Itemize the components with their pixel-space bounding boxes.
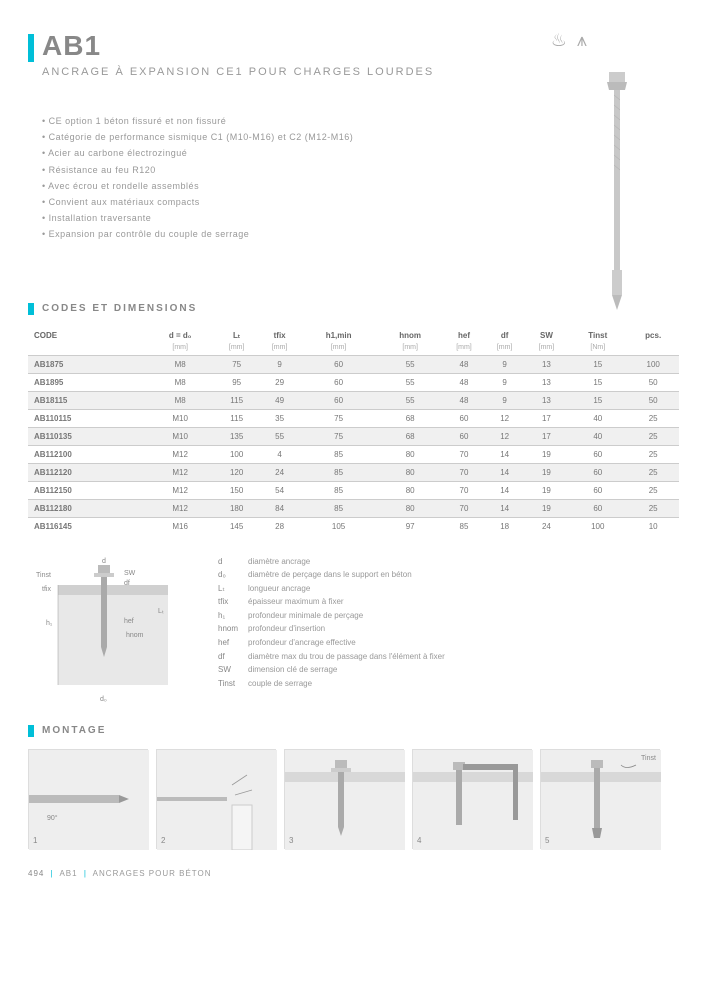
col-header: hnom — [377, 327, 443, 344]
svg-text:h₁: h₁ — [46, 620, 53, 627]
legend-row: hefprofondeur d'ancrage effective — [218, 636, 445, 650]
product-image — [597, 70, 637, 330]
svg-text:hnom: hnom — [126, 632, 144, 639]
dimension-diagram: d Tinst tfix h₁ SW df hef hnom Lₜ d₀ — [28, 555, 188, 705]
col-header: Lₜ — [214, 327, 259, 344]
svg-text:d₀: d₀ — [100, 696, 107, 703]
legend-row: d₀diamètre de perçage dans le support en… — [218, 568, 445, 582]
table-row: AB112100M12100485807014196025 — [28, 445, 679, 463]
montage-step-3: 3 — [284, 749, 404, 849]
feature-item: Acier au carbone électrozingué — [42, 145, 679, 161]
section-montage-title: MONTAGE — [42, 725, 106, 736]
footer-section: ANCRAGES POUR BÉTON — [93, 869, 212, 878]
legend-row: hnomprofondeur d'insertion — [218, 622, 445, 636]
section-accent — [28, 303, 34, 315]
legend-row: Tinstcouple de serrage — [218, 677, 445, 691]
svg-text:tfix: tfix — [42, 586, 51, 593]
page-footer: 494 | AB1 | ANCRAGES POUR BÉTON — [28, 869, 679, 878]
fire-icon: ♨ — [551, 30, 567, 51]
col-header: h1,min — [300, 327, 377, 344]
legend-row: h₁profondeur minimale de perçage — [218, 609, 445, 623]
legend-row: ddiamètre ancrage — [218, 555, 445, 569]
feature-item: Résistance au feu R120 — [42, 162, 679, 178]
table-row: AB1895M895296055489131550 — [28, 373, 679, 391]
section-codes-title: CODES ET DIMENSIONS — [42, 303, 197, 314]
table-row: AB110115M101153575686012174025 — [28, 409, 679, 427]
legend-row: Lₜlongueur ancrage — [218, 582, 445, 596]
svg-text:Tinst: Tinst — [36, 572, 51, 579]
step-number: 3 — [289, 836, 293, 845]
svg-text:Tinst: Tinst — [641, 755, 656, 762]
dimensions-table: CODEd = d₀Lₜtfixh1,minhnomhefdfSWTinstpc… — [28, 327, 679, 535]
seismic-icon: ⩚ — [577, 30, 587, 51]
legend-row: tfixépaisseur maximum à fixer — [218, 595, 445, 609]
footer-code: AB1 — [59, 869, 77, 878]
feature-list: CE option 1 béton fissuré et non fissuré… — [42, 113, 679, 243]
legend: ddiamètre ancraged₀diamètre de perçage d… — [218, 555, 445, 691]
col-header: tfix — [259, 327, 300, 344]
col-header: CODE — [28, 327, 146, 344]
montage-step-2: 2 — [156, 749, 276, 849]
step-number: 1 — [33, 836, 37, 845]
svg-text:hef: hef — [124, 618, 134, 625]
section-accent — [28, 725, 34, 737]
table-row: AB112150M121505485807014196025 — [28, 481, 679, 499]
svg-text:SW: SW — [124, 570, 136, 577]
page-title: AB1 — [42, 30, 101, 62]
feature-item: Installation traversante — [42, 210, 679, 226]
montage-step-1: 90° 1 — [28, 749, 148, 849]
col-header: hef — [443, 327, 484, 344]
col-header: df — [485, 327, 525, 344]
svg-text:Lₜ: Lₜ — [158, 608, 164, 615]
feature-item: Expansion par contrôle du couple de serr… — [42, 226, 679, 242]
montage-step-5: Tinst 5 — [540, 749, 660, 849]
col-header: SW — [525, 327, 569, 344]
table-row: AB110135M101355575686012174025 — [28, 427, 679, 445]
table-row: AB1875M875960554891315100 — [28, 355, 679, 373]
step-number: 2 — [161, 836, 165, 845]
page-number: 494 — [28, 869, 44, 878]
table-row: AB18115M8115496055489131550 — [28, 391, 679, 409]
svg-text:90°: 90° — [47, 814, 58, 822]
step-number: 5 — [545, 836, 549, 845]
feature-item: Catégorie de performance sismique C1 (M1… — [42, 129, 679, 145]
feature-item: Convient aux matériaux compacts — [42, 194, 679, 210]
legend-row: SWdimension clé de serrage — [218, 663, 445, 677]
cert-icons: ♨ ⩚ — [551, 30, 587, 51]
page-subtitle: ANCRAGE À EXPANSION CE1 POUR CHARGES LOU… — [42, 66, 679, 78]
legend-row: dfdiamètre max du trou de passage dans l… — [218, 650, 445, 664]
col-header: d = d₀ — [146, 327, 214, 344]
feature-item: Avec écrou et rondelle assemblés — [42, 178, 679, 194]
table-row: AB112120M121202485807014196025 — [28, 463, 679, 481]
table-row: AB112180M121808485807014196025 — [28, 499, 679, 517]
title-accent — [28, 34, 34, 62]
feature-item: CE option 1 béton fissuré et non fissuré — [42, 113, 679, 129]
step-number: 4 — [417, 836, 421, 845]
montage-steps: 90° 1 2 3 4 — [28, 749, 679, 849]
montage-step-4: 4 — [412, 749, 532, 849]
svg-text:d: d — [102, 558, 106, 565]
svg-text:df: df — [124, 580, 130, 587]
table-row: AB116145M16145281059785182410010 — [28, 517, 679, 535]
